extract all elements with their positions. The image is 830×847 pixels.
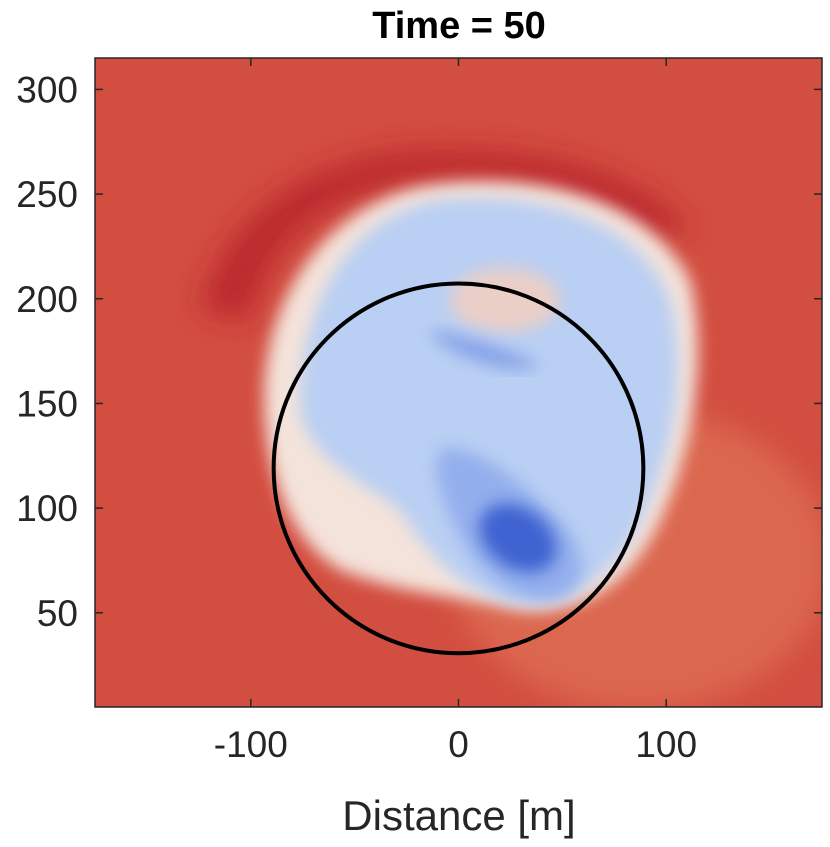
y-tick-label: 250 xyxy=(16,174,78,215)
y-axis-ticks: 50 100 150 200 250 300 xyxy=(16,69,822,634)
y-tick-label: 150 xyxy=(16,383,78,424)
x-tick-label: 0 xyxy=(448,724,469,765)
y-tick-label: 300 xyxy=(16,69,78,110)
y-tick-label: 50 xyxy=(37,593,78,634)
chart-title: Time = 50 xyxy=(372,5,546,47)
heatmap-field xyxy=(95,58,822,707)
y-tick-label: 200 xyxy=(16,279,78,320)
pale-red-patch xyxy=(450,268,560,332)
dark-blue-minimum xyxy=(479,503,557,573)
blue-streak xyxy=(430,330,540,370)
x-tick-label: 100 xyxy=(635,724,697,765)
x-axis-ticks: -100 0 100 xyxy=(214,58,697,765)
x-axis-label: Distance [m] xyxy=(342,792,575,839)
x-tick-label: -100 xyxy=(214,724,288,765)
y-tick-label: 100 xyxy=(16,488,78,529)
light-blue-region xyxy=(300,198,678,604)
boundary-circle xyxy=(271,281,646,656)
